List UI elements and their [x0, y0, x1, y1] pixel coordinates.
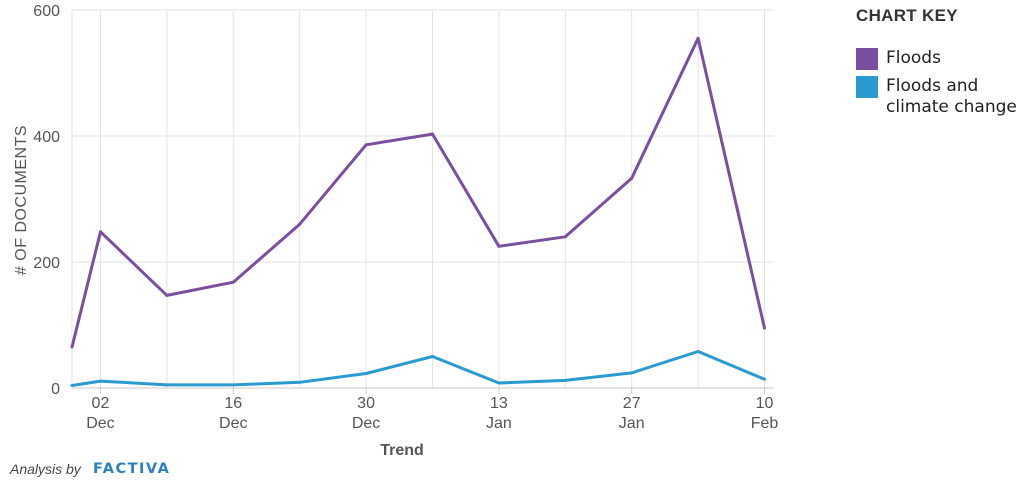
grid — [71, 9, 774, 389]
legend-label-floods-climate: Floods and climate change — [886, 76, 1017, 117]
data-point-floods-climate-change[interactable] — [98, 379, 102, 383]
x-tick-label-month: Dec — [352, 415, 380, 432]
x-axis: 02 Dec 16 Dec 30 Dec 13 Jan 27 Jan 10 Feb — [86, 388, 778, 432]
x-axis-title: Trend — [380, 442, 424, 459]
x-tick-label-month: Dec — [219, 415, 247, 432]
x-tick-label-month: Jan — [486, 415, 512, 432]
data-point-floods-climate-change[interactable] — [563, 378, 567, 382]
data-point-floods[interactable] — [430, 132, 434, 136]
series-line-floods[interactable] — [70, 36, 766, 348]
x-tick-label-day: 13 — [490, 395, 508, 412]
data-point-floods-climate-change[interactable] — [763, 377, 767, 381]
data-point-floods-climate-change[interactable] — [70, 383, 74, 387]
legend-swatch-floods — [856, 48, 878, 70]
data-point-floods-climate-change[interactable] — [298, 380, 302, 384]
chart-legend: CHART KEY Floods Floods and climate chan… — [856, 6, 1036, 124]
data-point-floods[interactable] — [497, 244, 501, 248]
legend-title: CHART KEY — [856, 6, 958, 25]
legend-swatch-floods-climate — [856, 76, 878, 98]
x-tick-label-month: Jan — [619, 415, 645, 432]
data-point-floods[interactable] — [298, 222, 302, 226]
y-axis-title: # OF DOCUMENTS — [13, 125, 30, 275]
data-point-floods[interactable] — [70, 345, 74, 349]
legend-label-floods: Floods — [886, 48, 941, 68]
data-point-floods-climate-change[interactable] — [497, 381, 501, 385]
x-tick-label-month: Feb — [751, 415, 779, 432]
legend-item-floods-climate[interactable]: Floods and climate change — [856, 76, 1036, 118]
data-point-floods[interactable] — [98, 230, 102, 234]
data-point-floods[interactable] — [563, 235, 567, 239]
legend-item-floods[interactable]: Floods — [856, 48, 1036, 70]
data-point-floods[interactable] — [165, 293, 169, 297]
x-tick-label-day: 02 — [92, 395, 110, 412]
y-tick-label: 0 — [51, 381, 60, 398]
x-tick-label-day: 27 — [623, 395, 641, 412]
x-tick-label-day: 10 — [756, 395, 774, 412]
data-point-floods[interactable] — [696, 36, 700, 40]
data-point-floods[interactable] — [364, 143, 368, 147]
series-line-floods-climate-change[interactable] — [71, 350, 766, 387]
x-tick-label-day: 30 — [357, 395, 375, 412]
line-chart: 0 200 400 600 02 Dec 16 Dec 30 Dec 13 Jan 27 Jan 10 Fe… — [13, 3, 778, 459]
data-point-floods-climate-change[interactable] — [696, 349, 700, 353]
data-point-floods-climate-change[interactable] — [231, 383, 235, 387]
data-point-floods[interactable] — [630, 176, 634, 180]
analysis-credit: Analysis by — [10, 461, 81, 477]
data-point-floods-climate-change[interactable] — [630, 371, 634, 375]
x-tick-label-day: 16 — [224, 395, 242, 412]
series-lines — [70, 36, 767, 387]
y-tick-label: 600 — [33, 3, 60, 20]
y-axis: 0 200 400 600 — [33, 3, 60, 398]
data-point-floods[interactable] — [763, 326, 767, 330]
y-tick-label: 400 — [33, 129, 60, 146]
data-point-floods-climate-change[interactable] — [165, 383, 169, 387]
data-point-floods[interactable] — [231, 280, 235, 284]
y-tick-label: 200 — [33, 255, 60, 272]
factiva-logo: FACTIVA — [93, 461, 171, 477]
x-tick-label-month: Dec — [86, 415, 114, 432]
data-point-floods-climate-change[interactable] — [364, 372, 368, 376]
data-point-floods-climate-change[interactable] — [430, 355, 434, 358]
